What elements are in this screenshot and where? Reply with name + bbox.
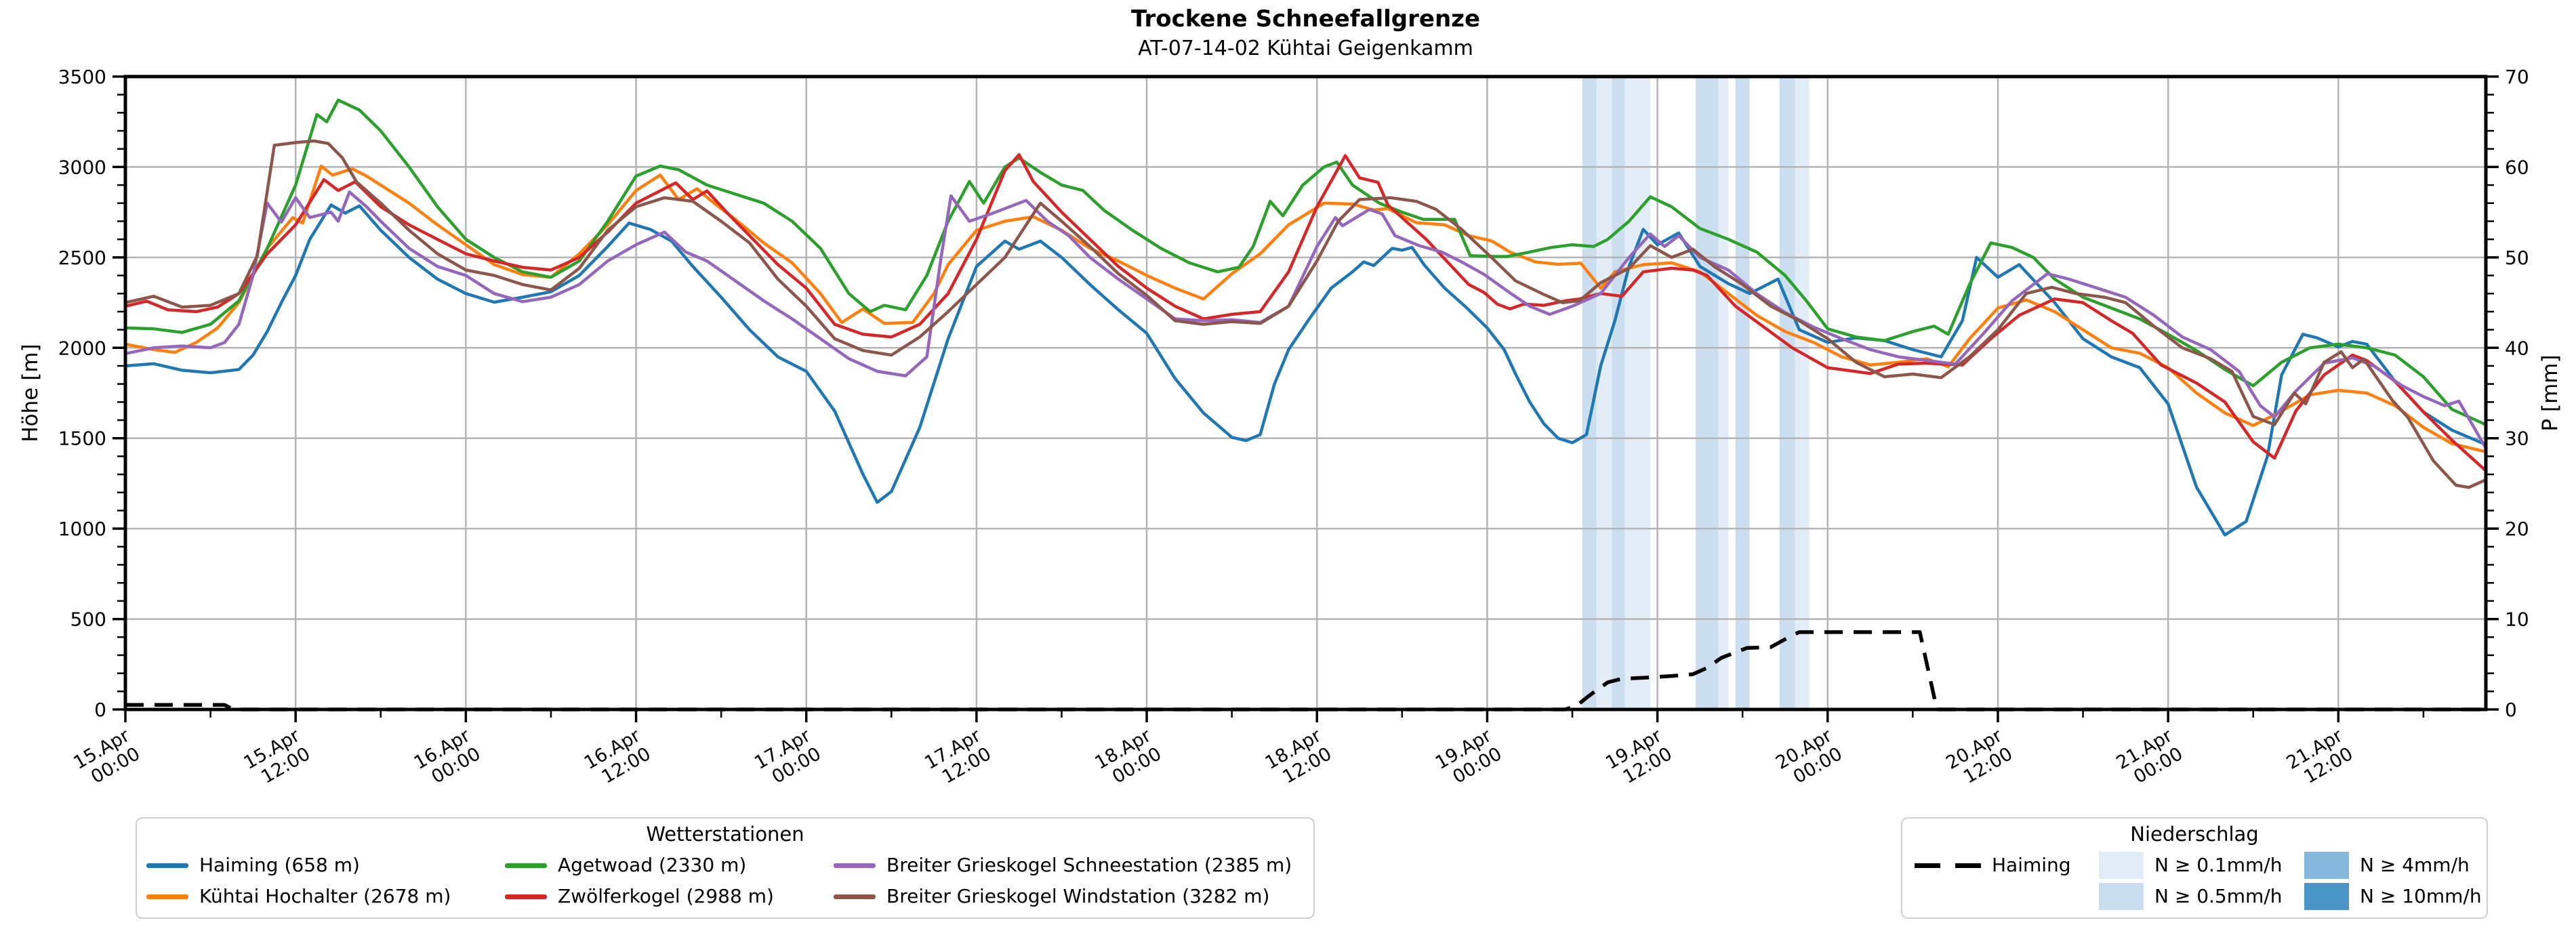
x-tick-label: 20.Apr12:00 — [1942, 725, 2016, 792]
y-tick-label-left: 500 — [70, 608, 106, 631]
y-tick-label-right: 40 — [2505, 337, 2529, 359]
precip-band — [1696, 77, 1719, 709]
legend-item-agetwoad: Agetwoad (2330 m) — [558, 854, 747, 876]
legend-line-swatch-kuehtai — [146, 894, 188, 899]
series-zwoelferkogel — [123, 153, 2488, 472]
chart-title: Trockene Schneefallgrenze — [1130, 5, 1481, 33]
legend-patch-ge0.5 — [2099, 883, 2144, 910]
precip-band — [1718, 77, 1729, 709]
legend-item-ge0.5: N ≥ 0.5mm/h — [2154, 885, 2283, 907]
y-tick-label-right: 0 — [2505, 699, 2517, 721]
series-haiming — [123, 203, 2488, 537]
x-tick-label: 18.Apr12:00 — [1262, 725, 1336, 792]
x-tick-label: 17.Apr00:00 — [751, 725, 825, 792]
legend-item-kuehtai: Kühtai Hochalter (2678 m) — [199, 885, 451, 907]
y-tick-label-right: 20 — [2505, 518, 2529, 540]
x-tick-label: 21.Apr12:00 — [2283, 725, 2357, 792]
precip-band — [1624, 77, 1651, 709]
x-tick-label: 19.Apr00:00 — [1432, 725, 1506, 792]
x-tick-label: 18.Apr00:00 — [1091, 725, 1165, 792]
precip-band — [1779, 77, 1795, 709]
precip-band — [1596, 77, 1612, 709]
x-tick-label: 16.Apr12:00 — [581, 725, 655, 792]
legend-wetterstationen-title: Wetterstationen — [646, 823, 804, 846]
x-tick-label: 19.Apr12:00 — [1602, 725, 1676, 792]
legend-item-ge0.1: N ≥ 0.1mm/h — [2154, 854, 2283, 876]
x-tick-label: 17.Apr12:00 — [921, 725, 995, 792]
y-axis-label-right: P [mm] — [2538, 354, 2562, 432]
precip-band — [1795, 77, 1810, 709]
legend-line-swatch-haiming — [146, 863, 188, 868]
y-tick-label-left: 2500 — [58, 247, 106, 269]
precip-band — [1612, 77, 1625, 709]
y-tick-label-right: 30 — [2505, 428, 2529, 450]
x-tick-label: 20.Apr00:00 — [1772, 725, 1846, 792]
legend-wetterstationen: Wetterstationen Haiming (658 m) Kühtai H… — [136, 817, 1315, 919]
y-tick-label-left: 1500 — [58, 428, 106, 450]
legend-line-swatch-windstation — [834, 894, 876, 899]
plot-frame — [123, 75, 2488, 711]
legend-patch-ge0.1 — [2099, 852, 2144, 879]
y-tick-label-right: 50 — [2505, 247, 2529, 269]
legend-line-swatch-agetwoad — [505, 863, 547, 868]
legend-item-ge10: N ≥ 10mm/h — [2360, 885, 2482, 907]
precip-band — [1582, 77, 1597, 709]
y-tick-label-right: 70 — [2505, 66, 2529, 88]
legend-patch-ge4 — [2304, 852, 2349, 879]
legend-item-haiming-precip: Haiming — [1992, 854, 2071, 876]
legend-item-windstation: Breiter Grieskogel Windstation (3282 m) — [886, 885, 1270, 907]
y-tick-label-left: 3000 — [58, 156, 106, 178]
chart-subtitle: AT-07-14-02 Kühtai Geigenkamm — [1138, 37, 1473, 60]
series-haiming-precip — [125, 630, 2486, 711]
x-tick-label: 15.Apr00:00 — [70, 725, 144, 792]
y-tick-label-right: 60 — [2505, 156, 2529, 178]
y-tick-label-left: 3500 — [58, 66, 106, 88]
y-tick-label-left: 0 — [94, 699, 106, 721]
x-tick-label: 15.Apr12:00 — [241, 725, 314, 792]
x-tick-label: 21.Apr00:00 — [2112, 725, 2186, 792]
legend-item-haiming: Haiming (658 m) — [199, 854, 360, 876]
legend-patch-ge10 — [2304, 883, 2349, 910]
y-tick-label-left: 1000 — [58, 518, 106, 540]
series-windstation — [123, 139, 2488, 489]
legend-line-swatch-zwoelferkogel — [505, 894, 547, 899]
legend-niederschlag-title: Niederschlag — [2130, 823, 2259, 846]
series-agetwoad — [123, 98, 2488, 426]
legend-item-ge4: N ≥ 4mm/h — [2360, 854, 2470, 876]
legend-niederschlag: Niederschlag Haiming N ≥ 0.1mm/h N ≥ 0.5… — [1901, 817, 2488, 919]
legend-item-zwoelferkogel: Zwölferkogel (2988 m) — [558, 885, 774, 907]
legend-line-swatch-schneestation — [834, 863, 876, 868]
y-tick-label-right: 10 — [2505, 608, 2529, 631]
y-tick-label-left: 2000 — [58, 337, 106, 359]
y-axis-label-left: Höhe [m] — [18, 344, 43, 442]
precip-band — [1735, 77, 1750, 709]
legend-dash-swatch-haiming — [1915, 863, 1981, 868]
x-tick-label: 16.Apr00:00 — [411, 725, 485, 792]
legend-item-schneestation: Breiter Grieskogel Schneestation (2385 m… — [886, 854, 1292, 876]
